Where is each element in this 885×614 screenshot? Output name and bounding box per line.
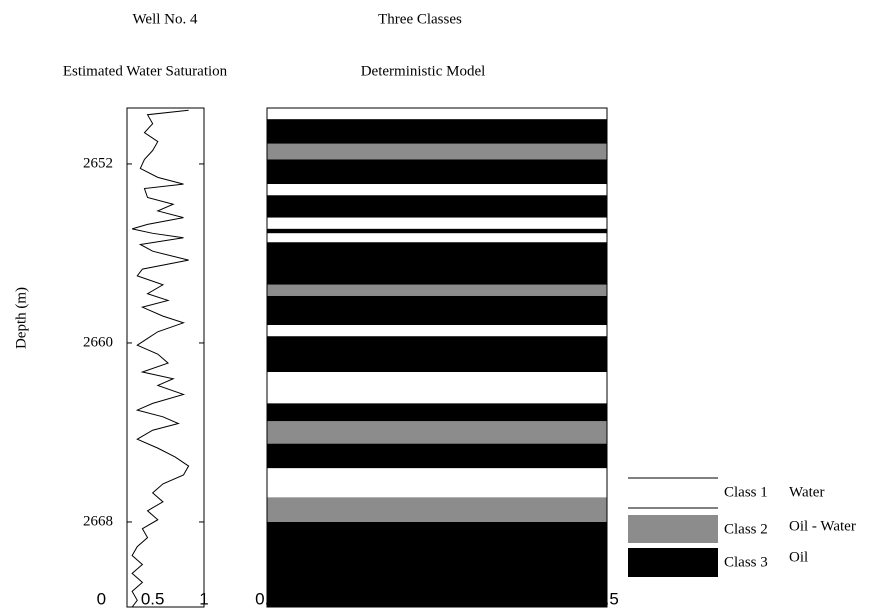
class-layer [267, 443, 607, 469]
legend-label: Class 3 [724, 554, 768, 570]
legend-description: Water [789, 484, 824, 500]
legend-swatch [628, 548, 718, 577]
legend-swatch [628, 515, 718, 543]
y-tick-label: 2668 [83, 513, 113, 529]
class-layer [267, 228, 607, 234]
legend-description: Oil - Water [789, 518, 856, 534]
class-layer [267, 233, 607, 243]
class-layer [267, 108, 607, 120]
x-tick-label: 1 [199, 589, 208, 608]
legend-label: Class 1 [724, 484, 768, 500]
class-layer [267, 242, 607, 285]
legend-label: Class 2 [724, 521, 768, 537]
class-layer [267, 119, 607, 144]
class-layer [267, 295, 607, 326]
y-tick-label: 2660 [83, 334, 113, 350]
class-layer [267, 195, 607, 218]
chart-subtitle: Deterministic Model [361, 63, 486, 79]
chart-title: Three Classes [378, 11, 462, 27]
class-layer [267, 336, 607, 373]
class-layer [267, 521, 607, 607]
class-layer [267, 325, 607, 337]
x-tick-label: 0.5 [141, 589, 165, 608]
x-tick-label: 1.5 [595, 589, 619, 608]
chart-subtitle: Estimated Water Saturation [63, 63, 228, 79]
legend-swatch [628, 478, 718, 508]
chart-title: Well No. 4 [132, 11, 198, 27]
class-layer [267, 372, 607, 404]
x-tick-label: 0 [97, 589, 106, 608]
class-layer [267, 184, 607, 196]
plot-frame [126, 107, 205, 608]
class-layer [267, 284, 607, 296]
saturation-line [131, 109, 190, 608]
x-tick-label: 1 [432, 589, 441, 608]
y-tick-label: 2652 [83, 155, 113, 171]
class-layer [267, 497, 607, 522]
class-layer [267, 143, 607, 160]
class-layer [267, 468, 607, 498]
class-layer [267, 217, 607, 229]
x-tick-label: 0.5 [255, 589, 279, 608]
class-layer [267, 403, 607, 422]
legend-description: Oil [789, 549, 808, 565]
class-layer [267, 421, 607, 444]
y-axis-label: Depth (m) [13, 287, 29, 349]
class-layer [267, 159, 607, 185]
